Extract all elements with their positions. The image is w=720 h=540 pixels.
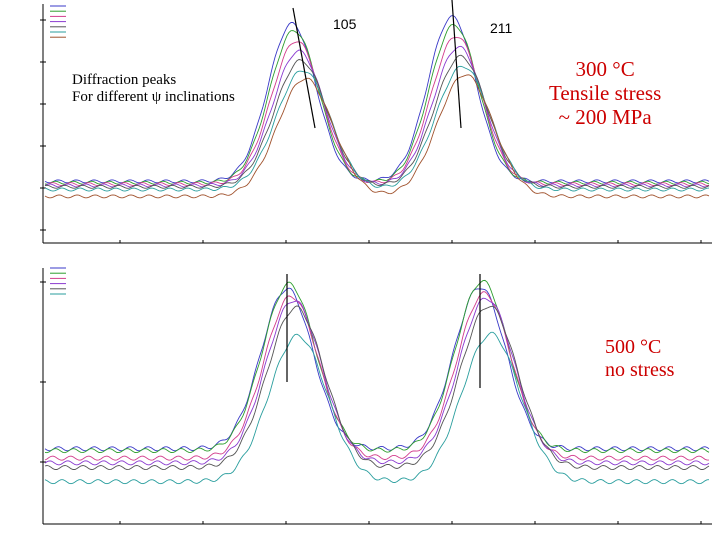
top-series-7 <box>44 74 710 199</box>
bottom-axis-ticks <box>40 281 702 524</box>
bottom-condition-label: 500 °C no stress <box>605 336 674 382</box>
bottom-temperature: 500 °C <box>605 336 662 358</box>
bottom-legend <box>50 267 66 295</box>
bottom-series-group <box>44 279 710 485</box>
top-series-6 <box>44 65 710 192</box>
bottom-series-6 <box>44 331 710 485</box>
top-condition-label: 300 °C Tensile stress ~ 200 MPa <box>549 57 661 129</box>
peak-211-label: 211 <box>490 20 513 36</box>
peak-105-label: 105 <box>333 16 357 32</box>
top-stress-value: ~ 200 MPa <box>558 105 652 130</box>
top-diffraction-chart <box>40 0 712 244</box>
top-temperature: 300 °C <box>575 57 635 81</box>
bottom-stress-type: no stress <box>605 359 675 381</box>
bottom-series-5 <box>44 305 710 471</box>
caption: Diffraction peaks For different ψ inclin… <box>72 72 235 107</box>
bottom-series-3 <box>44 291 709 461</box>
bottom-diffraction-chart <box>40 267 712 525</box>
top-peak-105-marker <box>292 7 316 129</box>
top-stress-type: Tensile stress <box>549 81 662 106</box>
top-series-group <box>44 15 710 199</box>
bottom-series-2 <box>44 279 710 454</box>
top-peak-211-marker <box>451 0 462 129</box>
top-axis-ticks <box>40 19 702 243</box>
top-series-5 <box>44 54 710 189</box>
top-legend <box>50 5 66 38</box>
caption-line-2: For different ψ inclinations <box>72 89 235 106</box>
caption-line-1: Diffraction peaks <box>72 72 177 88</box>
bottom-series-4 <box>44 297 710 466</box>
